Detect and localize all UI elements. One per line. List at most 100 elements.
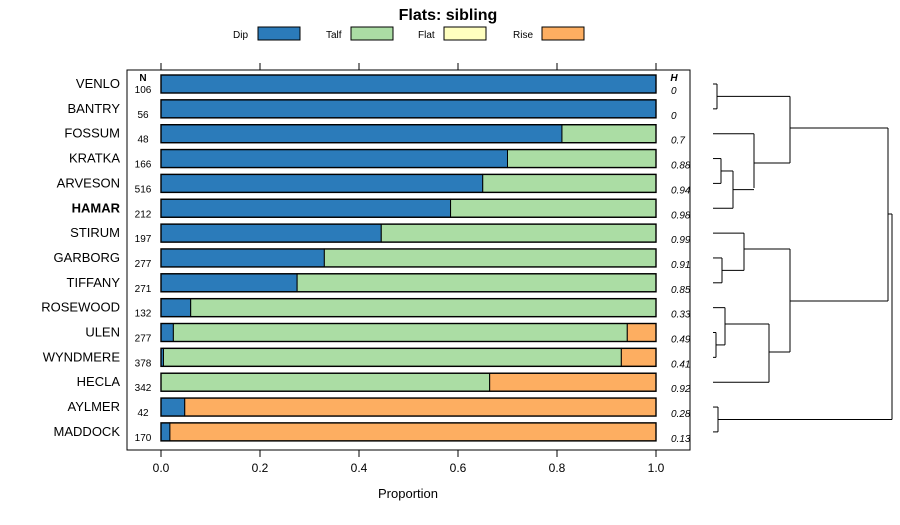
h-value-aylmer: 0.28 [671, 409, 691, 420]
legend-label-dip: Dip [233, 30, 248, 41]
bar-outline-stirum [160, 223, 657, 243]
bar-segment-aylmer-rise [184, 397, 657, 417]
bar-outline-bantry [160, 99, 657, 119]
bar-outline-ulen [160, 322, 657, 343]
x-axis: 0.0 0.2 0.4 0.6 0.8 1.0 [153, 450, 665, 475]
n-value-maddock: 170 [135, 433, 152, 444]
category-label-hamar: HAMAR [72, 200, 121, 215]
n-column-header: N [139, 73, 146, 84]
n-value-wyndmere: 378 [135, 358, 152, 369]
n-value-bantry: 56 [137, 110, 149, 121]
h-value-garborg: 0.91 [671, 260, 690, 271]
category-label-arveson: ARVESON [57, 175, 120, 190]
legend-label-rise: Rise [513, 30, 533, 41]
bar-segment-ulen-talf [172, 323, 628, 342]
bar-outline-hecla [160, 372, 657, 392]
h-value-venlo: 0 [671, 86, 677, 97]
x-tick-label-0: 0.0 [153, 461, 170, 475]
bar-segment-ulen-dip [160, 323, 174, 342]
x-axis-label: Proportion [378, 486, 438, 501]
bar-outline-rosewood [160, 297, 657, 318]
h-value-ulen: 0.49 [671, 335, 691, 346]
n-value-stirum: 197 [135, 234, 152, 245]
bar-outline-hamar [160, 198, 657, 218]
bar-outline-fossum [160, 123, 657, 144]
bar-segment-rosewood-talf [190, 298, 657, 318]
bar-segment-ulen-rise [626, 323, 657, 342]
x-tick-label-3: 0.6 [450, 461, 467, 475]
category-label-aylmer: AYLMER [68, 399, 121, 414]
x-tick-label-1: 0.2 [252, 461, 269, 475]
bar-segment-aylmer-dip [160, 397, 186, 417]
n-value-tiffany: 271 [135, 284, 152, 295]
h-value-kratka: 0.88 [671, 161, 691, 172]
bar-segment-garborg-dip [160, 248, 325, 268]
h-value-hecla: 0.92 [671, 384, 691, 395]
legend-swatch-dip [257, 26, 301, 41]
bar-segment-rosewood-dip [160, 298, 192, 318]
n-value-aylmer: 42 [137, 408, 149, 419]
h-value-maddock: 0.13 [671, 434, 691, 445]
bar-outline-venlo [160, 74, 657, 94]
bar-outline-tiffany [160, 273, 657, 293]
category-label-stirum: STIRUM [70, 225, 120, 240]
category-label-tiffany: TIFFANY [67, 275, 121, 290]
category-label-maddock: MADDOCK [54, 424, 121, 439]
bar-segment-venlo-dip [160, 74, 657, 94]
bar-segment-fossum-talf [561, 124, 657, 144]
bar-outline-kratka [160, 148, 657, 169]
legend-label-flat: Flat [418, 30, 435, 41]
h-value-hamar: 0.98 [671, 210, 691, 221]
x-tick-label-2: 0.4 [351, 461, 368, 475]
bar-segment-maddock-rise [169, 422, 657, 442]
n-value-hecla: 342 [135, 383, 152, 394]
bar-segment-fossum-dip [160, 124, 563, 144]
bars [160, 74, 657, 442]
dendrogram [713, 83, 893, 433]
bar-segment-wyndmere-talf [162, 347, 622, 367]
legend-swatch-rise [541, 26, 585, 41]
h-value-rosewood: 0.33 [671, 310, 691, 321]
category-label-wyndmere: WYNDMERE [43, 349, 121, 364]
bar-segment-stirum-talf [380, 223, 657, 243]
category-label-ulen: ULEN [85, 325, 120, 340]
n-value-arveson: 516 [135, 184, 152, 195]
bar-segment-bantry-dip [160, 99, 657, 119]
legend-swatch-flat [443, 26, 487, 41]
h-value-fossum: 0.7 [671, 136, 685, 147]
category-label-venlo: VENLO [76, 76, 120, 91]
bar-segment-arveson-talf [482, 173, 657, 193]
n-value-hamar: 212 [135, 209, 152, 220]
h-value-arveson: 0.94 [671, 185, 691, 196]
category-label-garborg: GARBORG [54, 250, 120, 265]
category-labels: VENLO BANTRY FOSSUM KRATKA ARVESON HAMAR STIRU… [41, 76, 120, 439]
x-tick-label-5: 1.0 [648, 461, 665, 475]
n-value-garborg: 277 [135, 259, 152, 270]
bar-outline-aylmer [160, 397, 657, 417]
bar-segment-tiffany-talf [296, 273, 657, 293]
top-axis [160, 63, 657, 70]
bar-outline-arveson [160, 173, 657, 194]
bar-segment-hamar-talf [450, 198, 657, 218]
h-value-wyndmere: 0.41 [671, 359, 690, 370]
h-value-tiffany: 0.85 [671, 285, 691, 296]
category-label-kratka: KRATKA [69, 151, 120, 166]
bar-segment-arveson-dip [160, 173, 484, 193]
n-value-fossum: 48 [137, 135, 149, 146]
bar-segment-garborg-talf [323, 248, 657, 268]
category-label-fossum: FOSSUM [64, 126, 120, 141]
n-value-venlo: 106 [135, 85, 152, 96]
bar-segment-tiffany-dip [160, 273, 298, 293]
n-values: 106 56 48 166 516 212 197 277 271 132 277 378 342 42 1… [135, 85, 152, 444]
bar-outline-maddock [160, 422, 657, 442]
x-tick-label-4: 0.8 [549, 461, 566, 475]
h-value-stirum: 0.99 [671, 235, 691, 246]
chart-title: Flats: sibling [399, 7, 498, 24]
category-label-rosewood: ROSEWOOD [41, 300, 120, 315]
n-value-kratka: 166 [135, 160, 152, 171]
bar-outline-garborg [160, 248, 657, 268]
category-label-hecla: HECLA [77, 374, 121, 389]
h-values: 0 0 0.7 0.88 0.94 0.98 0.99 0.91 0.85 0.33 0.49 0.4… [671, 86, 691, 445]
h-column-header: H [670, 73, 678, 84]
